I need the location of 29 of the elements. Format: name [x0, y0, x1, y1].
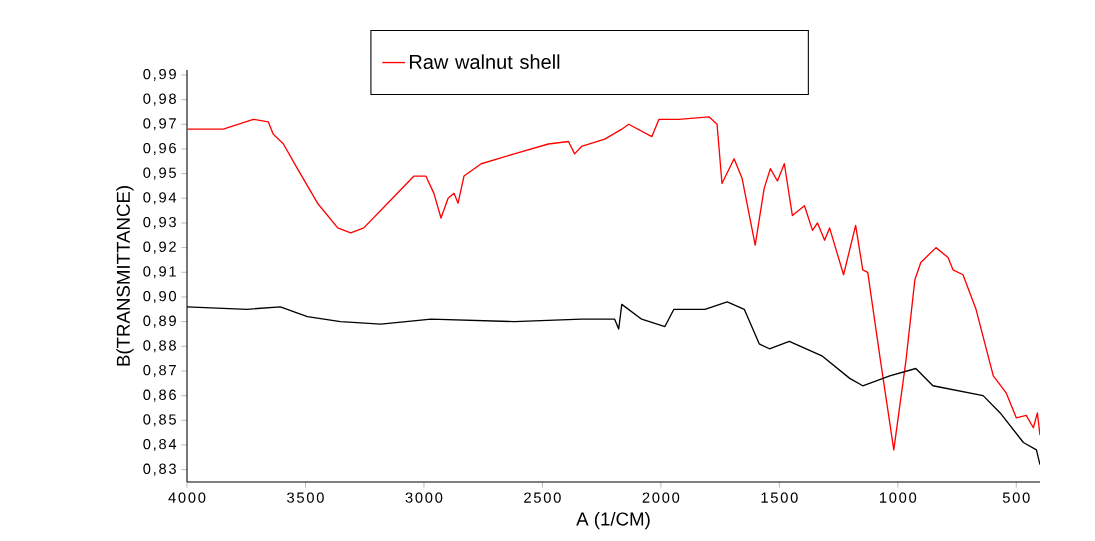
- y-tick-label: 0,91: [143, 266, 176, 279]
- x-tick-label: 3500: [287, 492, 324, 503]
- y-tick-label: 0,92: [143, 241, 176, 254]
- y-tick-label: 0,97: [143, 118, 176, 131]
- y-tick-label: 0,98: [143, 93, 176, 106]
- x-tick-label: 1500: [761, 492, 798, 503]
- y-tick-label: 0,96: [143, 142, 176, 155]
- line-series: [187, 116, 1040, 451]
- x-tick-label: 4000: [168, 492, 206, 503]
- y-tick-label: 0,90: [143, 290, 176, 304]
- y-tick-label: 0,86: [143, 389, 176, 402]
- y-tick-label: 0,87: [143, 364, 176, 378]
- y-tick-label: 0,94: [143, 192, 177, 205]
- y-tick-label: 0,89: [143, 315, 176, 328]
- y-tick-label: 0,88: [143, 340, 176, 353]
- y-tick-label: 0,95: [143, 167, 176, 180]
- x-tick-label: 2000: [642, 492, 680, 503]
- x-tick-label: 2500: [524, 492, 561, 503]
- x-tick-label: 3000: [405, 492, 443, 503]
- x-axis-title: A (1/CM): [576, 511, 650, 530]
- y-tick-label: 0,99: [143, 68, 176, 81]
- y-tick-label: 0,85: [143, 414, 176, 427]
- y-axis-title: B(TRANSMITTANCE): [116, 186, 134, 366]
- x-tick-label: 500: [1002, 492, 1030, 503]
- x-tick-label: 1000: [879, 492, 917, 503]
- y-tick-label: 0,93: [143, 216, 176, 230]
- y-tick-label: 0,83: [143, 463, 176, 476]
- legend-label: Raw walnut shell: [409, 54, 560, 69]
- y-tick-label: 0,84: [143, 438, 177, 452]
